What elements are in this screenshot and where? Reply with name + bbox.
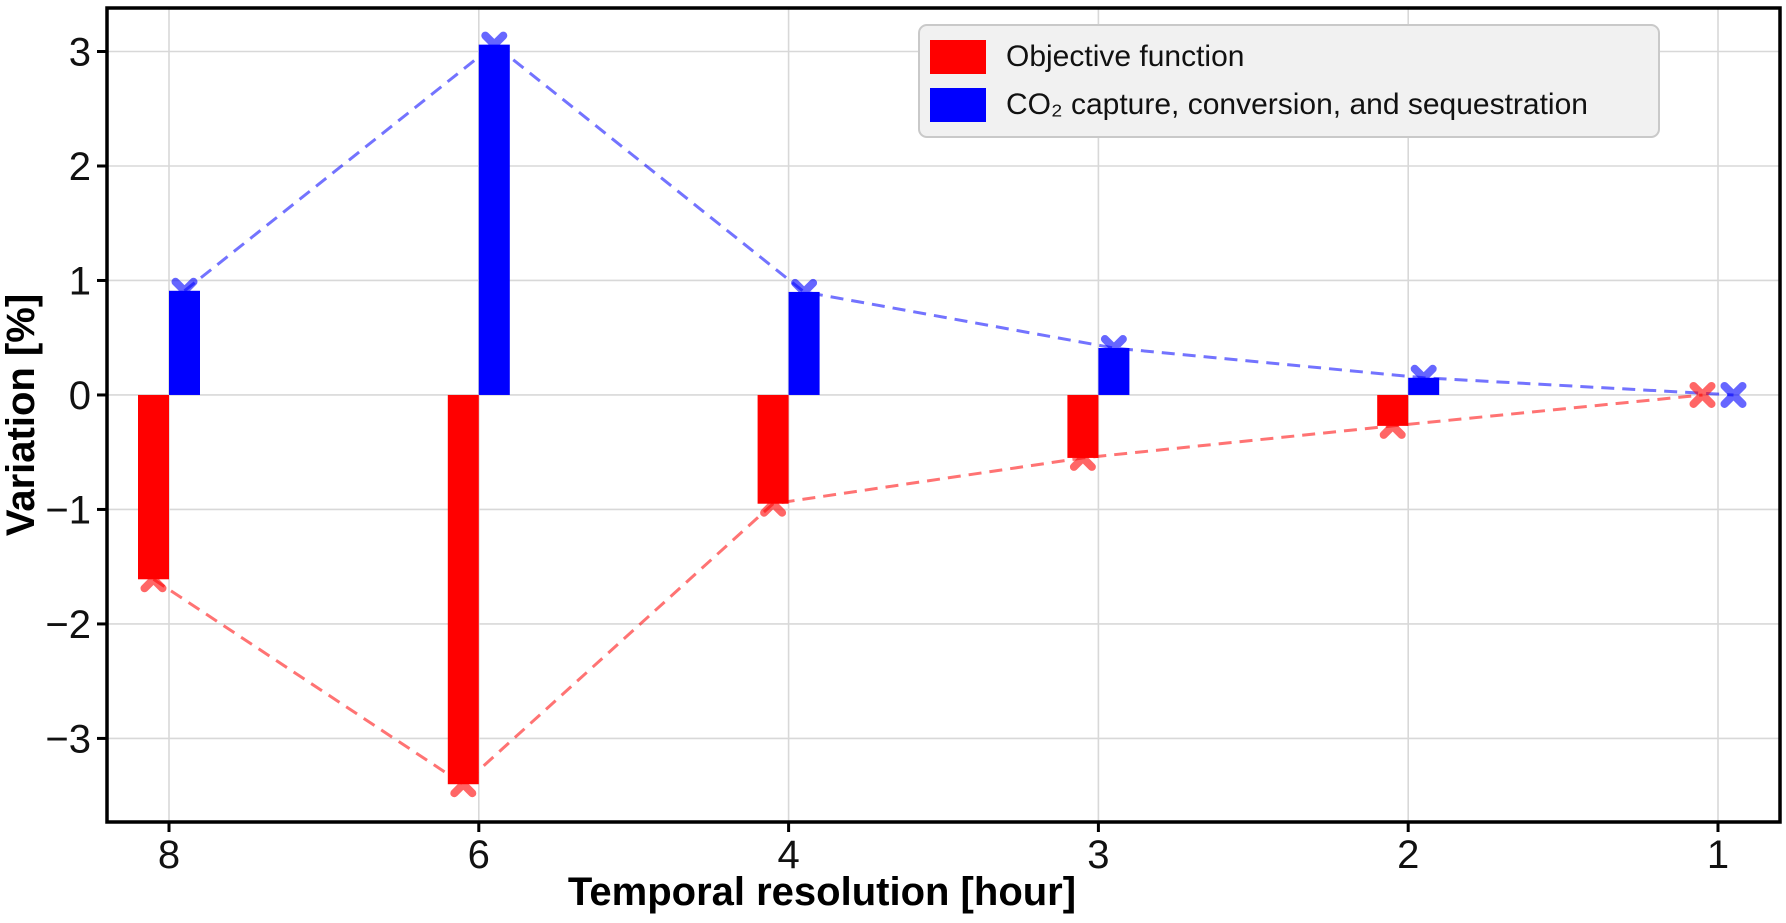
x-marker-icon bbox=[1720, 381, 1747, 408]
y-axis-label: Variation [%] bbox=[0, 294, 43, 536]
x-axis-label: Temporal resolution [hour] bbox=[568, 870, 1076, 914]
x-marker-icon bbox=[1100, 335, 1127, 362]
x-tick-label: 4 bbox=[777, 833, 799, 877]
bars bbox=[138, 44, 1749, 785]
bar-8h-series0 bbox=[138, 394, 169, 580]
trend-line-series1 bbox=[183, 42, 1734, 397]
legend-item-co2: CO₂ capture, conversion, and sequestrati… bbox=[930, 88, 1648, 122]
x-marker-icon bbox=[1379, 412, 1406, 439]
x-marker-icon bbox=[450, 771, 477, 798]
x-tick-label: 3 bbox=[1087, 833, 1109, 877]
bar-6h-series0 bbox=[447, 394, 479, 785]
y-tick-label: −3 bbox=[45, 717, 91, 761]
x-marker-icon bbox=[481, 31, 508, 58]
x-marker-icon bbox=[791, 278, 818, 305]
y-tick-label: 1 bbox=[69, 259, 91, 303]
y-tick-label: 0 bbox=[69, 374, 91, 418]
bar-4h-series1 bbox=[788, 291, 820, 395]
x-marker-icon bbox=[171, 277, 198, 304]
y-tick-label: −2 bbox=[45, 603, 91, 647]
x-marker-icon bbox=[140, 566, 167, 593]
x-marker-icon bbox=[1410, 364, 1437, 391]
x-tick-label: 6 bbox=[468, 833, 490, 877]
legend-swatch-blue-icon bbox=[930, 88, 986, 122]
legend: Objective function CO₂ capture, conversi… bbox=[918, 24, 1660, 138]
bar-4h-series0 bbox=[757, 394, 789, 504]
x-tick-label: 1 bbox=[1707, 833, 1729, 877]
bar-8h-series1 bbox=[169, 290, 200, 395]
legend-label: Objective function bbox=[1006, 40, 1245, 73]
y-tick-label: −1 bbox=[45, 488, 91, 532]
tick-labels: 8 6 4 3 2 1 3 2 1 0 −1 −2 −3 bbox=[45, 31, 1729, 877]
y-tick-label: 2 bbox=[69, 145, 91, 189]
y-tick-label: 3 bbox=[69, 31, 91, 75]
markers bbox=[140, 31, 1747, 798]
legend-swatch-red-icon bbox=[930, 40, 986, 74]
legend-label: CO₂ capture, conversion, and sequestrati… bbox=[1006, 88, 1588, 121]
x-marker-icon bbox=[1069, 444, 1096, 471]
legend-item-objective: Objective function bbox=[930, 40, 1648, 74]
axis-ticks bbox=[97, 50, 1720, 832]
axes-spines bbox=[105, 6, 1782, 824]
x-tick-label: 8 bbox=[158, 833, 180, 877]
x-tick-label: 2 bbox=[1397, 833, 1419, 877]
plot-border bbox=[105, 6, 1782, 824]
x-marker-icon bbox=[760, 490, 787, 517]
trend-lines bbox=[152, 42, 1734, 787]
bar-6h-series1 bbox=[478, 44, 510, 395]
trend-line-series0 bbox=[152, 393, 1703, 787]
x-marker-icon bbox=[1689, 381, 1716, 408]
